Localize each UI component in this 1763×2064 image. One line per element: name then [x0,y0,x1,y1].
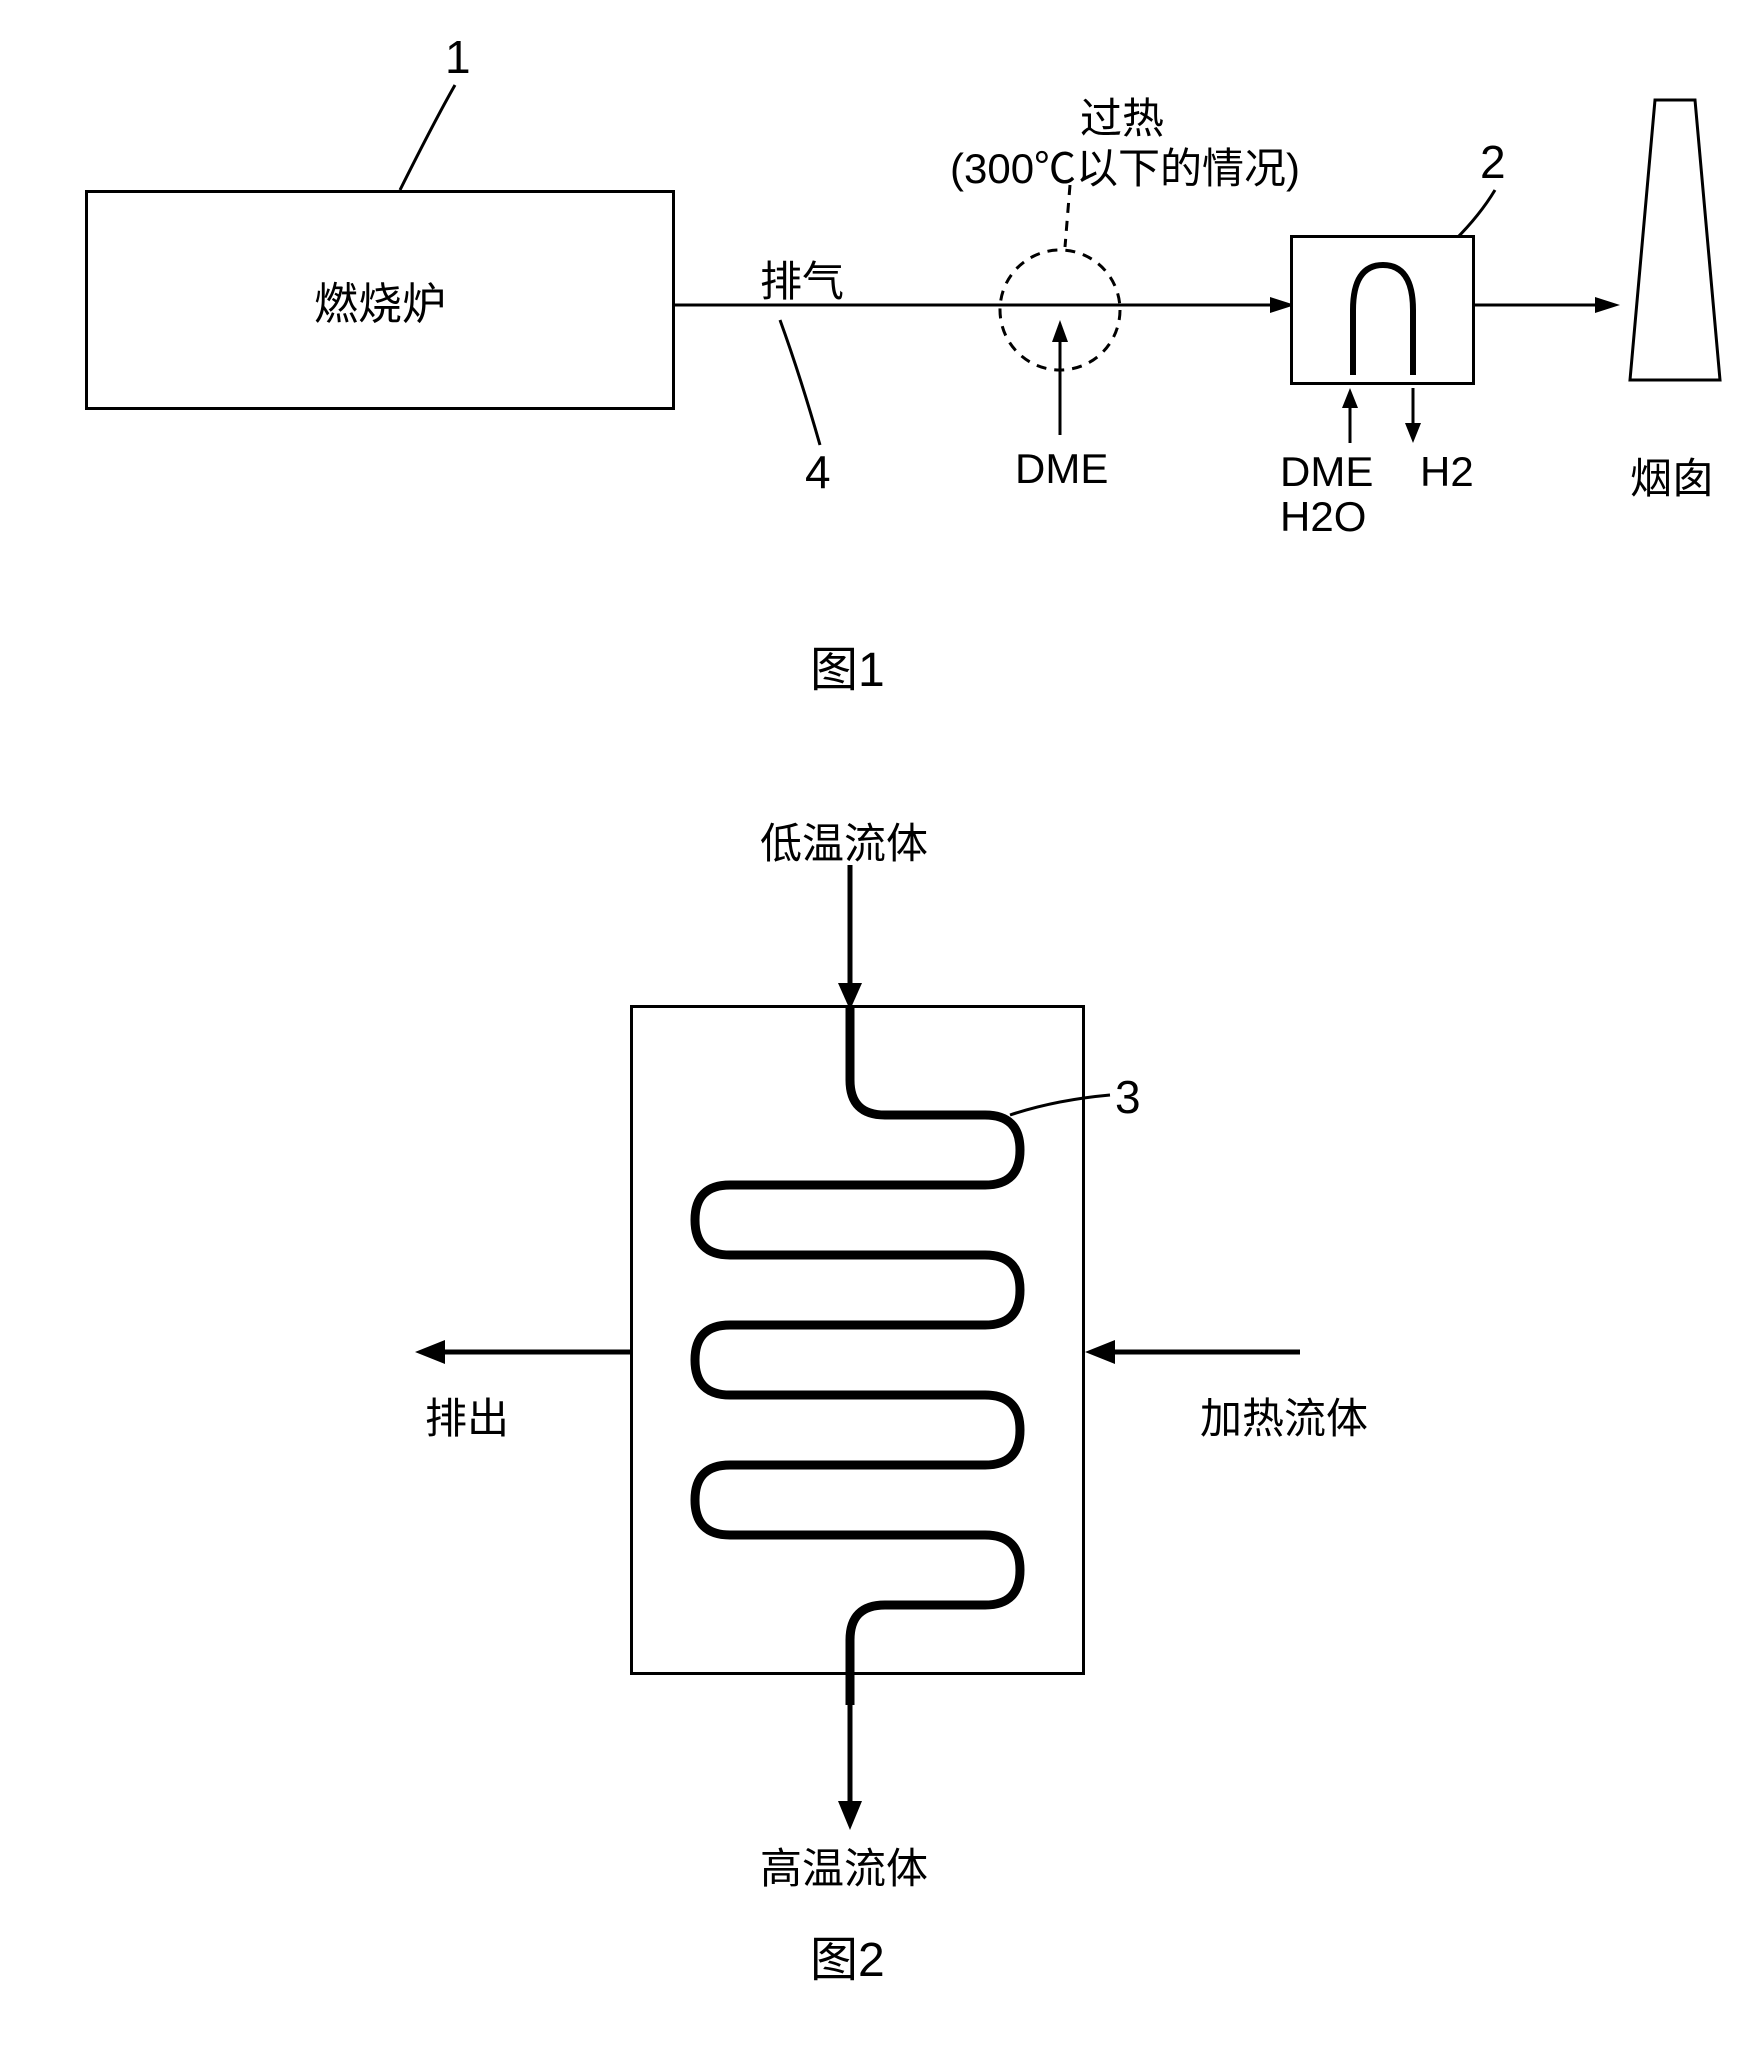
figure-1-container: 1 燃烧炉 排气 4 过热 (300℃以下的情况) DME 2 [0,0,1763,900]
reactor-box [1290,235,1475,385]
chimney-label: 烟囱 [1630,445,1714,506]
reactor-in-arrow [1340,388,1360,443]
discharge-arrow [415,1340,635,1364]
fig1-title: 图1 [810,630,885,700]
cold-fluid-arrow [838,865,862,1010]
discharge-label: 排出 [425,1385,509,1446]
superheat-leader [1060,185,1080,250]
dme-injection-label: DME [1015,445,1108,493]
reactor-ref-label: 2 [1480,135,1506,189]
dme-injection-arrow [1050,320,1070,440]
hot-fluid-arrow [838,1675,862,1830]
chimney-icon [1620,100,1730,400]
fig2-title: 图2 [810,1920,885,1990]
furnace-box: 燃烧炉 [85,190,675,410]
furnace-label: 燃烧炉 [314,268,446,332]
reactor-in-label-1: DME [1280,448,1373,496]
furnace-ref-label: 1 [445,30,471,84]
reactor-out-arrow [1403,388,1423,443]
reactor-utube-icon [1323,245,1443,375]
exhaust-label: 排气 [760,248,844,309]
heating-fluid-arrow [1085,1340,1305,1364]
furnace-ref-leader [380,80,480,200]
figure-2-container: 低温流体 3 排出 加热流体 高温流体 图2 [0,780,1763,2060]
cold-fluid-label: 低温流体 [760,810,928,871]
heating-fluid-label: 加热流体 [1200,1385,1368,1446]
hot-fluid-label: 高温流体 [760,1835,928,1896]
reactor-in-label-2: H2O [1280,493,1366,541]
superheat-label-2: (300℃以下的情况) [950,135,1300,196]
reactor-to-chimney-line [1475,295,1620,315]
reactor-out-label: H2 [1420,448,1474,496]
coil-ref-leader [1005,1090,1115,1120]
exhaust-ref-leader [770,315,840,455]
coil-ref-label: 3 [1115,1070,1141,1124]
